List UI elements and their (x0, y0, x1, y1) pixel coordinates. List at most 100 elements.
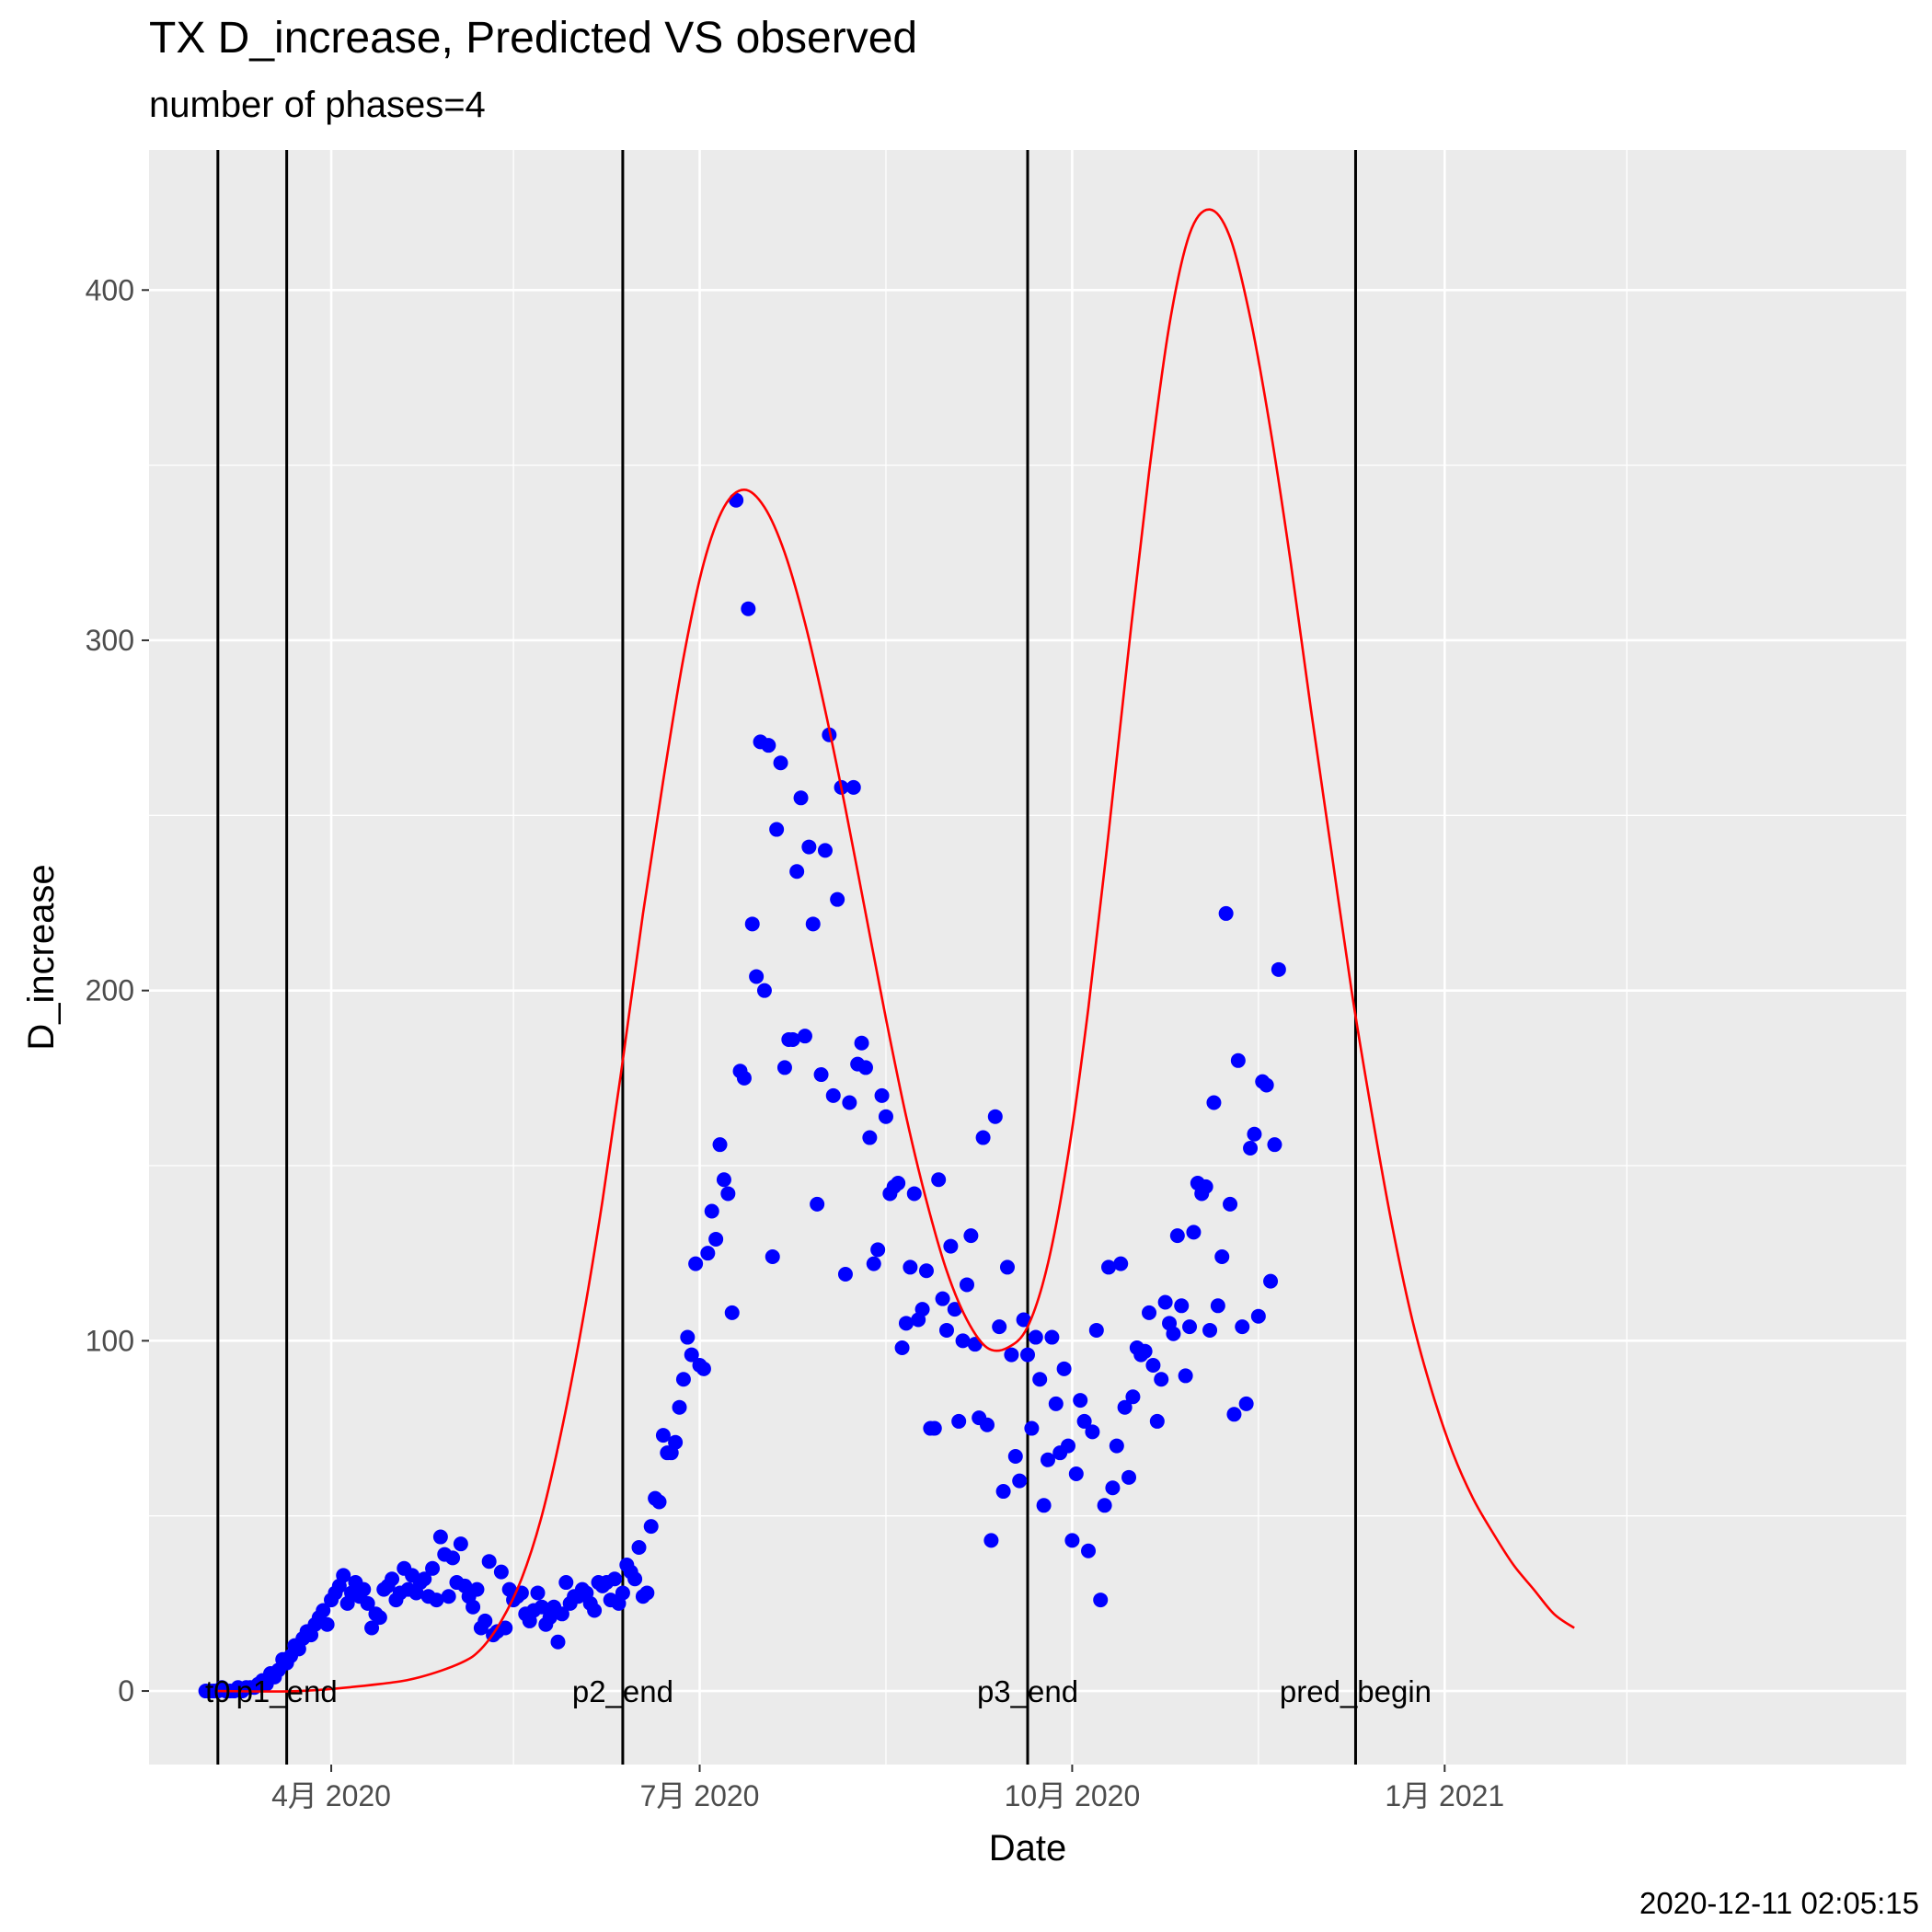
observed-point (1182, 1319, 1198, 1335)
observed-point (432, 1529, 448, 1545)
observed-point (1024, 1420, 1040, 1436)
observed-point (963, 1228, 979, 1244)
observed-point (914, 1302, 930, 1317)
y-tick-label: 300 (86, 624, 134, 657)
observed-point (336, 1568, 351, 1583)
observed-point (866, 1256, 881, 1271)
observed-point (857, 1060, 873, 1075)
observed-points (198, 492, 1286, 1699)
observed-point (874, 1087, 890, 1103)
observed-point (785, 1031, 800, 1047)
observed-point (1041, 1452, 1056, 1467)
observed-point (1267, 1137, 1282, 1153)
observed-point (1073, 1393, 1088, 1409)
observed-point (530, 1585, 546, 1601)
observed-point (441, 1589, 456, 1604)
observed-point (842, 1095, 857, 1110)
observed-point (789, 864, 805, 880)
observed-point (417, 1571, 432, 1587)
observed-point (716, 1172, 731, 1188)
observed-point (926, 1420, 942, 1436)
observed-point (1263, 1273, 1279, 1289)
observed-point (1157, 1294, 1173, 1310)
y-tick-label: 100 (86, 1324, 134, 1357)
observed-point (1206, 1095, 1222, 1110)
observed-point (425, 1560, 441, 1576)
phase-label: p3_end (977, 1674, 1078, 1708)
observed-point (481, 1554, 497, 1570)
observed-point (724, 1305, 740, 1320)
observed-point (1142, 1305, 1157, 1320)
observed-point (372, 1610, 387, 1626)
observed-point (769, 822, 785, 837)
observed-point (1218, 905, 1234, 921)
observed-point (975, 1130, 991, 1145)
observed-point (1202, 1322, 1218, 1338)
chart-subtitle: number of phases=4 (149, 85, 486, 125)
observed-point (854, 1035, 869, 1051)
observed-point (1250, 1308, 1266, 1324)
observed-point (878, 1109, 893, 1124)
observed-point (675, 1372, 691, 1387)
observed-point (453, 1536, 468, 1552)
observed-point (1243, 1140, 1259, 1156)
x-axis: 4月 2020 7月 2020 10月 2020 1月 2021 (271, 1765, 1504, 1812)
observed-point (587, 1603, 603, 1618)
observed-point (1226, 1407, 1242, 1422)
observed-point (615, 1585, 630, 1601)
observed-point (360, 1595, 375, 1611)
observed-point (813, 1067, 829, 1083)
observed-point (466, 1599, 481, 1615)
observed-point (959, 1277, 974, 1293)
observed-point (319, 1616, 335, 1632)
y-tick-label: 400 (86, 273, 134, 306)
observed-point (801, 839, 817, 855)
observed-point (931, 1172, 947, 1188)
observed-point (554, 1606, 569, 1622)
observed-point (498, 1620, 513, 1636)
observed-point (947, 1302, 962, 1317)
observed-point (1113, 1256, 1129, 1271)
observed-point (1145, 1358, 1161, 1374)
observed-point (951, 1413, 967, 1429)
observed-point (805, 916, 821, 932)
observed-point (1097, 1498, 1112, 1513)
observed-point (688, 1256, 704, 1271)
observed-point (1007, 1448, 1023, 1464)
observed-point (680, 1329, 696, 1345)
observed-point (1028, 1329, 1043, 1345)
observed-point (1137, 1343, 1153, 1359)
observed-point (1210, 1298, 1225, 1314)
observed-point (1154, 1372, 1169, 1387)
observed-point (1259, 1077, 1274, 1093)
x-tick-label: 1月 2021 (1385, 1779, 1504, 1812)
phase-label: p2_end (572, 1674, 673, 1708)
observed-point (995, 1484, 1011, 1500)
phase-label: p1_end (236, 1674, 338, 1708)
observed-point (1036, 1498, 1052, 1513)
observed-point (668, 1434, 684, 1450)
observed-point (797, 1029, 812, 1044)
observed-point (1271, 961, 1286, 977)
observed-point (534, 1599, 549, 1615)
observed-point (1016, 1312, 1031, 1328)
observed-point (639, 1585, 655, 1601)
observed-point (696, 1361, 711, 1376)
observed-point (708, 1231, 724, 1247)
observed-point (749, 969, 765, 984)
observed-point (1214, 1248, 1230, 1264)
observed-point (870, 1242, 886, 1258)
y-tick-label: 0 (118, 1674, 134, 1708)
observed-point (607, 1571, 623, 1587)
observed-point (1068, 1466, 1084, 1482)
observed-point (935, 1291, 950, 1306)
observed-point (1169, 1228, 1185, 1244)
y-axis-title: D_increase (21, 864, 62, 1050)
observed-point (651, 1494, 667, 1510)
observed-point (356, 1581, 372, 1597)
observed-point (700, 1246, 716, 1261)
observed-point (983, 1533, 999, 1548)
observed-point (1109, 1438, 1124, 1454)
observed-point (938, 1322, 954, 1338)
observed-point (631, 1539, 647, 1555)
